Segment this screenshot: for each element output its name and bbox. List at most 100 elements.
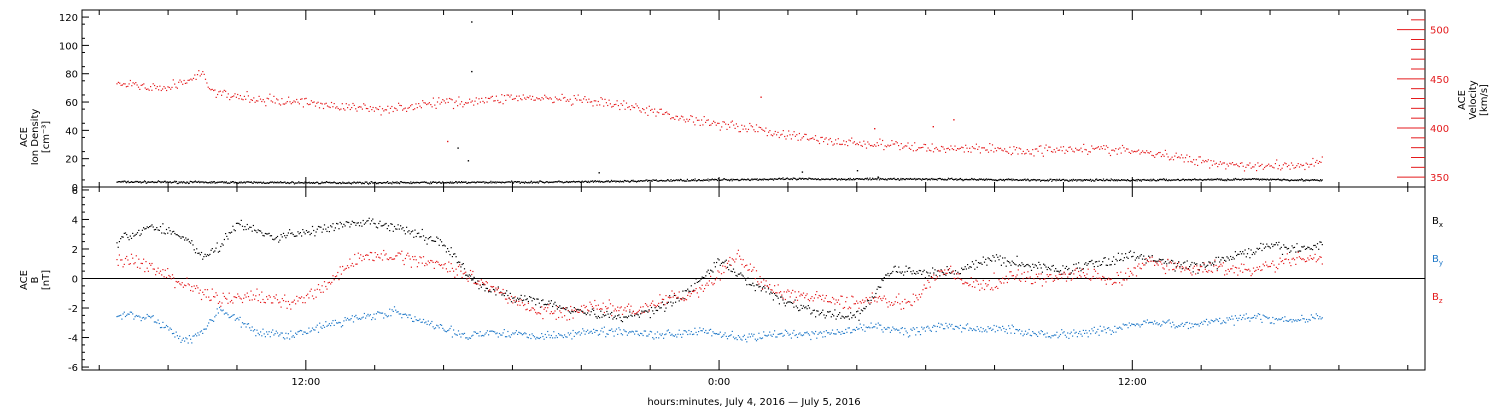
density-point [624, 180, 626, 182]
velocity-point [600, 97, 602, 99]
by-point [1006, 332, 1008, 334]
density-point [1017, 179, 1019, 182]
bx-point [486, 287, 488, 290]
velocity-point [1245, 166, 1247, 168]
by-point [1222, 320, 1224, 322]
by-point [1298, 319, 1300, 322]
bz-point [123, 263, 125, 265]
by-point [1126, 324, 1128, 326]
by-point [676, 336, 678, 338]
density-point [814, 178, 816, 180]
density-point [574, 181, 576, 183]
bx-point [967, 264, 969, 266]
bx-point [926, 271, 928, 273]
bz-point [656, 304, 659, 306]
velocity-point [247, 95, 249, 97]
bz-point [708, 280, 710, 282]
bx-point [854, 316, 856, 318]
density-point [1139, 180, 1141, 182]
velocity-point [1253, 166, 1255, 168]
density-point [202, 181, 204, 183]
density-point [642, 180, 644, 182]
density-point [595, 181, 597, 183]
by-point [823, 331, 825, 333]
velocity-point [1229, 162, 1231, 164]
velocity-point [749, 122, 751, 125]
bx-point [400, 225, 402, 227]
by-point [1056, 331, 1058, 333]
bx-point [666, 302, 668, 305]
density-point [825, 178, 827, 180]
velocity-point [983, 147, 985, 149]
bx-point [883, 277, 885, 279]
bz-point [689, 295, 691, 297]
density-point [1084, 179, 1086, 181]
density-point [585, 180, 587, 182]
bz-point [498, 292, 501, 294]
velocity-point [962, 147, 964, 149]
bz-point [578, 311, 580, 313]
bz-point [572, 317, 574, 319]
density-point [153, 182, 155, 184]
velocity-point [1248, 164, 1250, 166]
velocity-point [1042, 155, 1044, 157]
bx-point [685, 290, 688, 292]
density-point [883, 178, 885, 180]
velocity-point [454, 101, 456, 104]
bx-point [1104, 257, 1106, 259]
bx-point [751, 284, 753, 286]
bx-point [460, 266, 462, 268]
density-point [1079, 179, 1081, 181]
density-point [736, 178, 738, 180]
by-point [333, 324, 335, 326]
bx-point [924, 277, 926, 279]
by-point [171, 333, 174, 335]
velocity-point [1127, 148, 1129, 150]
bx-point [164, 233, 166, 235]
by-point [474, 331, 476, 333]
velocity-point [326, 105, 329, 107]
by-point [151, 315, 153, 318]
bz-point [238, 295, 240, 297]
velocity-point [263, 101, 266, 103]
density-point [418, 182, 420, 184]
density-point [1076, 180, 1078, 182]
by-point [1172, 321, 1174, 323]
by-point [393, 306, 396, 308]
density-point [420, 181, 422, 183]
bz-point [150, 264, 152, 266]
density-point-outlier [856, 170, 859, 172]
velocity-point [588, 98, 590, 100]
bx-point [1099, 264, 1101, 266]
bx-point [443, 244, 445, 246]
bz-point [783, 291, 785, 293]
by-point [1010, 332, 1012, 334]
by-point [982, 328, 984, 330]
by-point [579, 334, 581, 336]
bz-point [685, 299, 688, 301]
density-point [794, 177, 796, 180]
by-point [594, 331, 596, 333]
bz-point [285, 300, 287, 303]
bx-point [339, 221, 341, 223]
by-point [512, 332, 514, 334]
by-point [360, 318, 362, 320]
density-point [650, 179, 652, 182]
by-point [441, 324, 443, 326]
by-point [1238, 317, 1240, 319]
by-point [126, 314, 128, 316]
bx-point [337, 223, 339, 225]
velocity-point [423, 102, 425, 104]
bz-point [544, 307, 546, 309]
bz-point [258, 294, 260, 296]
velocity-point [1178, 156, 1180, 158]
bz-point [204, 289, 206, 291]
density-point [1296, 179, 1298, 181]
bx-point [123, 232, 125, 234]
by-point [445, 331, 447, 333]
density-point [461, 181, 463, 183]
by-point [607, 333, 609, 335]
density-point [745, 179, 747, 181]
bz-point [795, 296, 797, 298]
by-point [537, 337, 539, 339]
